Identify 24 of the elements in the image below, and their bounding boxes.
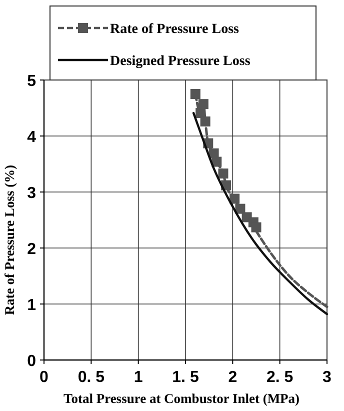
- x-tick-label: 3: [322, 369, 332, 386]
- point: [198, 99, 208, 110]
- x-tick-label: 0. 5: [78, 369, 105, 386]
- y-tick-label: 2: [27, 241, 36, 258]
- x-tick-label: 2. 5: [266, 369, 294, 386]
- y-axis-title: Rate of Pressure Loss (%): [2, 164, 17, 316]
- point: [190, 89, 200, 99]
- line-series: [192, 112, 328, 316]
- x-tick-label: 0: [40, 369, 49, 386]
- y-tick-label: 4: [27, 129, 36, 146]
- x-tick-label: 1. 5: [172, 369, 199, 386]
- x-axis-title: Total Pressure at Combustor Inlet (MPa): [63, 391, 300, 406]
- point: [230, 194, 240, 204]
- point: [218, 168, 228, 179]
- x-tick-label: 1: [134, 369, 143, 386]
- point: [200, 116, 210, 126]
- y-tick-label: 3: [27, 185, 36, 202]
- x-tick-label: 2: [228, 369, 238, 386]
- point: [251, 222, 262, 232]
- legend-label: Rate of Pressure Loss: [110, 22, 240, 37]
- legend-label: Designed Pressure Loss: [110, 54, 251, 69]
- y-tick-label: 5: [27, 73, 36, 90]
- y-tick-label: 0: [27, 353, 36, 370]
- y-tick-label: 1: [27, 297, 36, 314]
